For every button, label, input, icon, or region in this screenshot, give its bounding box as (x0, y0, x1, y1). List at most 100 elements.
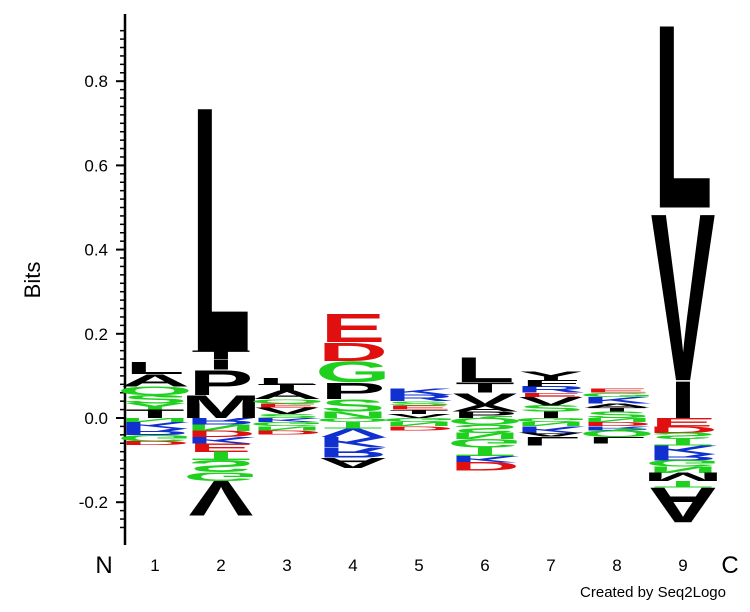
logo-letter: V (519, 395, 584, 408)
logo-letter: G (249, 421, 324, 428)
logo-letter: E (651, 415, 716, 428)
logo-letter: T (587, 406, 646, 413)
x-position-label: 9 (678, 556, 687, 575)
logo-letter: A (582, 402, 652, 409)
logo-letter: A (120, 371, 190, 391)
logo-letter: G (183, 470, 258, 483)
x-position-label: 5 (414, 556, 423, 575)
logo-letter: S (453, 422, 518, 435)
logo-letter: R (120, 427, 190, 437)
logo-letter: G (381, 417, 456, 424)
letter-stacks: TYSQALNKRGDMPITLRNDKETSGVSVEQATLKGNDNSPG… (117, 0, 723, 532)
logo-letter: E (321, 305, 386, 351)
logo-letter: I (208, 356, 235, 372)
logo-letter: P (189, 364, 254, 403)
x-position-label: 8 (612, 556, 621, 575)
y-tick-label: 0.6 (84, 156, 108, 175)
logo-letter: Y (519, 369, 584, 382)
logo-letter: E (255, 402, 320, 409)
credit-text: Created by Seq2Logo (580, 584, 726, 601)
logo-letter: K (582, 395, 652, 405)
logo-letter: T (323, 420, 382, 430)
logo-letter: S (387, 400, 452, 407)
logo-letter: G (579, 392, 654, 399)
logo-letter: I (670, 370, 697, 429)
logo-letter: D (582, 421, 652, 428)
y-tick-label: 0.8 (84, 72, 108, 91)
logo-letter: T (191, 449, 250, 462)
logo-letter: S (189, 456, 254, 476)
logo-letter: G (513, 417, 588, 424)
logo-letter: N (648, 465, 718, 475)
logo-letter: R (516, 385, 586, 395)
logo-letter: S (123, 393, 188, 406)
logo-letter: A (516, 431, 586, 438)
logo-letter: K (450, 454, 520, 464)
logo-letter: T (125, 407, 184, 420)
logo-letter: A (648, 476, 718, 531)
logo-letter: M (643, 470, 724, 483)
logo-letter: M (181, 390, 262, 426)
logo-letter: Q (579, 429, 654, 439)
logo-letter: G (447, 437, 522, 450)
logo-letter: S (255, 413, 320, 420)
logo-letter: V (321, 426, 386, 439)
logo-letter: T (257, 383, 316, 393)
logo-letter: L (521, 434, 580, 447)
logo-letter: G (315, 356, 390, 389)
logo-letter: N (252, 425, 322, 432)
logo-letter: T (389, 409, 448, 416)
logo-letter: D (252, 429, 322, 436)
x-position-label: 6 (480, 556, 489, 575)
logo-letter: V (453, 390, 518, 410)
logo-letter: D (120, 440, 190, 447)
logo-letter: D (318, 338, 388, 367)
logo-letter: L (125, 358, 184, 378)
logo-letter: N (516, 421, 586, 428)
logo-letter: N (318, 410, 388, 420)
logo-letter: T (455, 445, 514, 458)
logo-letter: V (189, 470, 254, 525)
logo-letter: T (653, 437, 712, 447)
logo-letter: K (186, 435, 256, 445)
logo-letter: D (186, 429, 256, 439)
logo-letter: N (120, 417, 190, 424)
y-axis-label: Bits (20, 262, 45, 299)
logo-letter: S (519, 404, 584, 414)
logo-letter: V (651, 162, 716, 431)
logo-letter: S (651, 431, 716, 441)
y-tick-label: -0.2 (79, 493, 108, 512)
logo-letter: Q (315, 417, 390, 424)
logo-letter: D (450, 460, 520, 473)
logo-letter: N (582, 417, 652, 424)
y-axis-ticks: -0.2 0.0 0.2 0.4 0.6 0.8 (79, 29, 125, 529)
logo-letter: T (191, 348, 250, 361)
logo-letter: F (521, 379, 580, 389)
y-tick-label: 0.2 (84, 325, 108, 344)
logo-letter: V (255, 406, 320, 416)
logo-letter: R (318, 444, 388, 460)
logo-letter: N (384, 421, 454, 428)
logo-letter: N (450, 431, 520, 441)
logo-letter: E (585, 387, 650, 394)
logo-letter: L (455, 351, 514, 390)
logo-letter: L (653, 0, 712, 265)
logo-letter: R (582, 425, 652, 432)
x-position-label: 4 (348, 556, 357, 575)
logo-letter: R (648, 452, 718, 462)
logo-letter: Q (249, 398, 324, 405)
logo-letter: K (120, 420, 190, 430)
logo-letter: Q (117, 384, 192, 397)
y-tick-label: 0.4 (84, 241, 108, 260)
logo-letter: A (318, 455, 388, 471)
logo-letter: A (252, 388, 322, 401)
logo-letter: E (519, 392, 584, 399)
logo-letter: K (648, 443, 718, 456)
logo-letter: D (648, 425, 718, 435)
logo-letter: V (387, 413, 452, 420)
y-tick-label: 0.0 (84, 409, 108, 428)
logo-letter: S (321, 396, 386, 416)
logo-letter: P (453, 410, 518, 420)
logo-letter: L (191, 33, 250, 426)
